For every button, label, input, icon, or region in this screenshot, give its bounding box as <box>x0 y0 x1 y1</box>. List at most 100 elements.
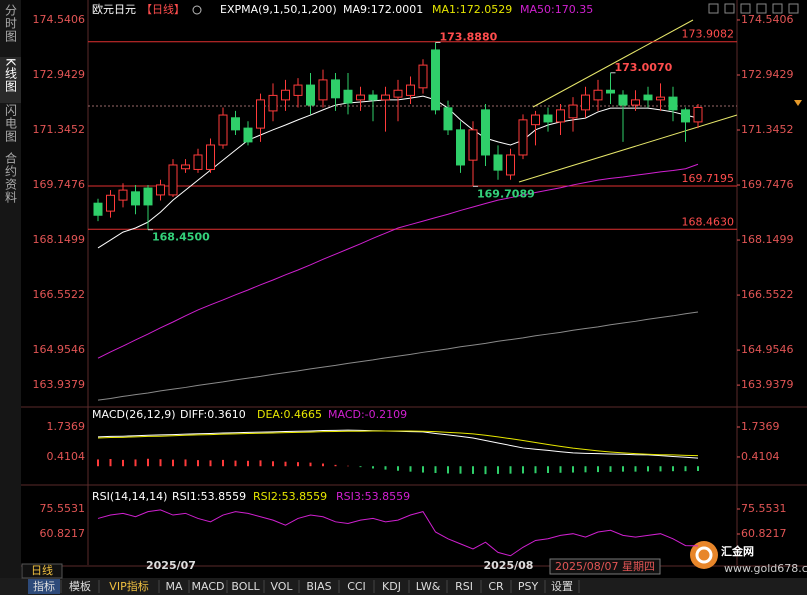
y-tick-label: 168.1499 <box>33 233 86 246</box>
y-tick-label: 75.5531 <box>741 502 787 515</box>
icon[interactable] <box>724 3 735 14</box>
date-label: 2025/08/07 星期四 <box>555 560 655 573</box>
candle-body <box>368 94 378 101</box>
candle-body <box>131 191 140 206</box>
tab[interactable]: MA <box>165 580 182 593</box>
tab[interactable]: MACD <box>192 580 225 593</box>
icon[interactable] <box>788 3 799 14</box>
macd-bar <box>484 466 487 475</box>
macd-bar <box>572 466 574 473</box>
macd-bar <box>197 460 199 467</box>
series-line <box>97 509 699 557</box>
tab[interactable]: CCI <box>347 580 366 593</box>
annotation-label: 168.4500 <box>152 231 210 244</box>
candle-body <box>381 94 390 101</box>
icon[interactable] <box>708 3 719 14</box>
level-label: 168.4630 <box>682 215 735 228</box>
macd-bar <box>684 466 687 472</box>
y-tick-label: 163.9379 <box>741 378 794 391</box>
period-box <box>21 563 63 579</box>
tab[interactable]: PSY <box>518 580 539 593</box>
y-tick-label: 168.1499 <box>741 233 794 246</box>
window-icons <box>708 3 799 14</box>
legend-entry: DIFF:0.3610 <box>180 408 246 421</box>
tab-active <box>28 579 60 594</box>
macd-bar <box>109 459 112 467</box>
legend-entry: MA9:172.0001 <box>343 3 423 16</box>
macd-bar <box>284 461 287 467</box>
annotation-label: 169.7089 <box>477 187 535 200</box>
tab[interactable]: LW& <box>416 580 441 593</box>
sidebar-item[interactable]: 合约资料 <box>4 151 18 204</box>
macd-bar <box>459 466 462 474</box>
macd-bar <box>422 466 424 473</box>
candle-body <box>318 79 328 101</box>
tab[interactable]: 指标 <box>33 579 55 593</box>
tab[interactable]: RSI <box>455 580 473 593</box>
y-tick-label: 171.3452 <box>741 123 794 136</box>
price-marker <box>794 100 802 106</box>
y-tick-label: 1.7369 <box>741 420 780 433</box>
y-tick-label: 174.5406 <box>33 13 86 26</box>
indicator-label: EXPMA(9,1,50,1,200) <box>220 3 337 16</box>
period-label: 日线 <box>31 563 53 577</box>
icon[interactable] <box>756 3 767 14</box>
y-tick-label: 174.5406 <box>741 13 794 26</box>
channel-upper <box>532 19 694 108</box>
macd-bar <box>622 466 624 472</box>
tab[interactable]: VIP指标 <box>109 579 148 593</box>
y-tick-label: 0.4104 <box>741 450 780 463</box>
y-tick-label: 169.7476 <box>33 178 86 191</box>
macd-bar <box>297 462 299 467</box>
tab[interactable]: 设置 <box>551 580 573 593</box>
candle-body <box>281 89 290 101</box>
macd-bar <box>234 460 237 467</box>
candle-body <box>393 89 403 98</box>
sidebar-item[interactable]: 分时图 <box>4 4 18 43</box>
macd-bar <box>209 460 212 467</box>
y-tick-label: 164.9546 <box>741 343 794 356</box>
tab[interactable]: KDJ <box>382 580 401 593</box>
add-icon[interactable] <box>192 5 202 15</box>
candle-body <box>256 99 265 129</box>
macd-bar <box>609 466 612 472</box>
tab[interactable]: 模板 <box>69 579 91 593</box>
candle-body <box>181 164 190 170</box>
y-tick-label: 60.8217 <box>741 527 787 540</box>
icon[interactable] <box>740 3 751 14</box>
macd-bar <box>359 466 362 468</box>
y-tick-label: 163.9379 <box>33 378 86 391</box>
icon[interactable] <box>772 3 783 14</box>
y-tick-label: 0.4104 <box>47 450 86 463</box>
tab[interactable]: CR <box>488 580 504 593</box>
y-tick-label: 171.3452 <box>33 123 86 136</box>
series-line <box>97 311 699 401</box>
macd-bar <box>472 466 474 474</box>
sidebar-item[interactable]: K线图 <box>4 58 18 93</box>
tab[interactable]: BIAS <box>306 580 331 593</box>
macd-bar <box>147 458 149 467</box>
channel-lower <box>518 114 738 183</box>
chart-title: MACD(26,12,9) <box>92 408 176 421</box>
sidebar-item[interactable]: 闪电图 <box>4 104 18 143</box>
macd-bar <box>159 459 162 467</box>
macd-bar <box>172 459 174 467</box>
tab[interactable]: BOLL <box>231 580 260 593</box>
x-tick-label: 2025/07 <box>146 559 196 572</box>
candle-body <box>618 94 628 106</box>
candle-body <box>306 84 315 106</box>
logo-text: 汇金网 <box>721 544 754 558</box>
logo-site: www.gold678.com <box>724 562 807 575</box>
sidebar-active <box>0 57 21 103</box>
macd-bar <box>509 466 512 474</box>
macd-bar <box>247 460 249 467</box>
candle-body <box>231 117 240 131</box>
date-box <box>549 558 661 575</box>
candle-body <box>668 96 678 111</box>
macd-bar <box>672 466 674 472</box>
macd-bar <box>597 466 599 473</box>
chart-title: RSI(14,14,14) <box>92 490 167 503</box>
tab[interactable]: VOL <box>270 580 293 593</box>
